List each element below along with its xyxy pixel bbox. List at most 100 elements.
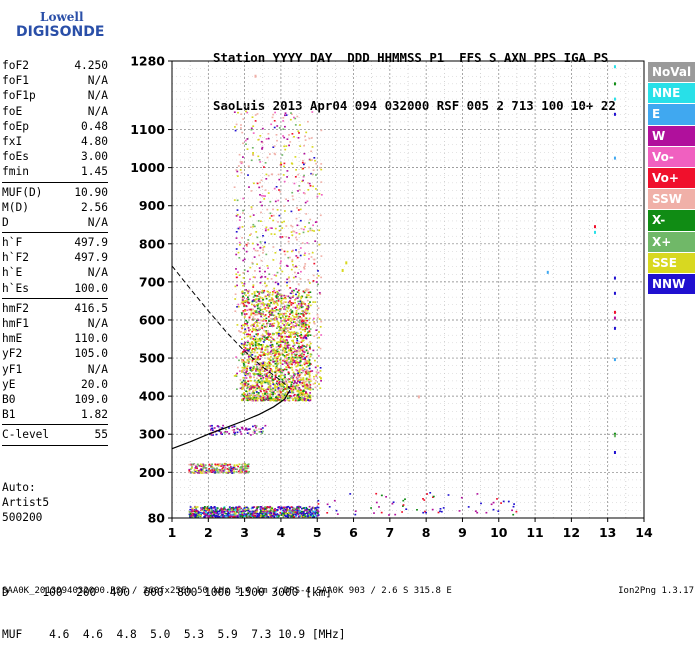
echo-point	[196, 466, 198, 468]
echo-point	[245, 319, 248, 322]
echo-point	[305, 369, 308, 371]
echo-point	[303, 393, 306, 395]
echo-point	[279, 341, 281, 343]
echo-point	[275, 370, 278, 372]
echo-point	[306, 294, 308, 296]
echo-point	[210, 507, 213, 509]
x-tick-label: 7	[385, 525, 394, 540]
echo-point	[280, 295, 283, 297]
echo-point	[227, 468, 230, 471]
echo-point	[241, 399, 243, 401]
echo-point	[265, 326, 268, 328]
echo-point	[243, 364, 245, 366]
echo-point	[228, 432, 231, 435]
echo-point	[273, 348, 276, 351]
echo-point	[228, 468, 231, 471]
echo-point	[281, 340, 284, 343]
param-value: N/A	[87, 104, 108, 118]
param-row: B0 109.0	[2, 392, 108, 407]
echo-point	[294, 316, 297, 318]
echo-point	[277, 369, 280, 372]
echo-point	[284, 253, 287, 256]
echo-point	[262, 509, 264, 511]
echo-point	[263, 329, 265, 332]
echo-point	[264, 513, 267, 515]
echo-point	[299, 247, 302, 249]
echo-point	[259, 305, 262, 308]
echo-point	[213, 506, 216, 508]
echo-point	[252, 312, 255, 314]
echo-point	[213, 430, 216, 432]
echo-point	[304, 322, 307, 324]
echo-point	[234, 285, 237, 288]
echo-point	[265, 373, 268, 375]
echo-point	[309, 229, 312, 232]
echo-point	[256, 507, 259, 509]
echo-point	[613, 97, 616, 101]
echo-point	[290, 112, 292, 114]
echo-point	[277, 344, 280, 347]
echo-point	[262, 394, 265, 397]
echo-point	[278, 506, 281, 508]
echo-point	[218, 468, 221, 471]
echo-point	[285, 198, 287, 200]
echo-point	[241, 371, 243, 373]
echo-point	[246, 515, 249, 518]
echo-point	[266, 156, 269, 159]
echo-point	[266, 322, 269, 324]
echo-point	[286, 360, 289, 363]
echo-point	[269, 200, 272, 203]
echo-point	[613, 65, 616, 69]
echo-point	[241, 161, 244, 164]
echo-point	[298, 315, 300, 318]
echo-point	[309, 296, 312, 299]
legend-item-nne: NNE	[648, 83, 695, 105]
echo-point	[223, 509, 226, 512]
echo-point	[246, 387, 248, 390]
echo-point	[269, 397, 271, 400]
echo-point	[299, 399, 302, 401]
echo-point	[260, 506, 263, 508]
echo-point	[263, 304, 265, 307]
echo-point	[262, 195, 265, 197]
echo-point	[264, 508, 266, 511]
auto-label: Auto:	[2, 481, 36, 494]
echo-point	[276, 325, 279, 328]
echo-point	[295, 249, 297, 251]
echo-point	[261, 351, 264, 353]
echo-point	[292, 294, 295, 297]
echo-point	[267, 512, 270, 514]
echo-point	[247, 298, 249, 301]
echo-point	[265, 253, 268, 256]
echo-point	[202, 507, 204, 509]
echo-point	[300, 313, 303, 315]
echo-point	[284, 399, 286, 402]
echo-point	[208, 513, 210, 516]
echo-point	[270, 314, 273, 316]
echo-point	[270, 215, 273, 217]
echo-point	[250, 336, 252, 338]
echo-point	[241, 327, 244, 329]
echo-point	[262, 513, 265, 516]
echo-point	[247, 335, 250, 337]
echo-point	[283, 511, 286, 513]
echo-point	[189, 513, 192, 515]
echo-point	[269, 217, 271, 219]
echo-point	[308, 361, 310, 363]
echo-point	[294, 271, 296, 274]
echo-point	[309, 227, 312, 230]
echo-point	[373, 512, 375, 514]
echo-point	[275, 300, 278, 302]
echo-point	[259, 276, 262, 279]
echo-point	[253, 328, 256, 331]
echo-point	[304, 398, 307, 400]
echo-point	[290, 296, 293, 299]
echo-point	[306, 299, 309, 302]
echo-point	[246, 111, 249, 114]
echo-point	[263, 198, 266, 200]
echo-point	[286, 315, 289, 317]
echo-point	[305, 391, 307, 393]
echo-point	[243, 387, 245, 389]
echo-point	[295, 236, 297, 239]
echo-point	[320, 129, 323, 132]
